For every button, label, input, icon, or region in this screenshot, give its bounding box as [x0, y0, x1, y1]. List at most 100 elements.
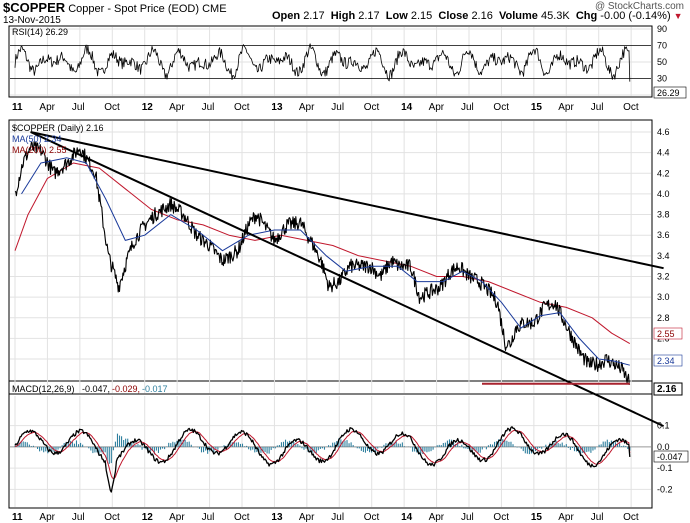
price-x-tick-label: Apr	[299, 102, 315, 113]
price-y-tick-label: 4.6	[657, 127, 670, 137]
ohlc-summary: Open 2.17 High 2.17 Low 2.15 Close 2.16 …	[272, 10, 683, 22]
macd-x-tick-label: Jul	[591, 512, 604, 523]
ma200-last-tag	[653, 327, 683, 340]
trendline-2	[30, 131, 665, 428]
price-y-tick-label: 3.0	[657, 292, 670, 302]
price-x-tick-label: Apr	[39, 102, 55, 113]
price-x-tick-label: Apr	[429, 102, 445, 113]
open-label: Open	[272, 10, 301, 22]
rsi-y-tick-label: 90	[657, 24, 667, 34]
macd-x-tick-label: 12	[142, 512, 154, 523]
rsi-last-tag	[653, 86, 687, 99]
volume-value: 45.3K	[540, 10, 570, 22]
ma50-line	[21, 157, 630, 366]
price-y-tick-label: 3.8	[657, 210, 670, 220]
price-y-tick-label: 3.2	[657, 271, 670, 281]
macd-x-tick-label: 13	[271, 512, 283, 523]
rsi-y-tick-label: 30	[657, 74, 667, 84]
rsi-legend: RSI(14) 26.29	[12, 27, 68, 37]
ma50-last-tag	[653, 354, 683, 367]
price-x-tick-label: Oct	[623, 102, 639, 113]
macd-x-tick-label: 14	[401, 512, 413, 523]
macd-x-tick-label: Oct	[493, 512, 509, 523]
price-x-tick-label: 15	[531, 102, 543, 113]
rsi-y-tick-label: 50	[657, 57, 667, 67]
price-y-tick-label: 4.2	[657, 168, 670, 178]
macd-x-tick-label: Jul	[461, 512, 474, 523]
macd-x-tick-label: Oct	[623, 512, 639, 523]
macd-x-tick-label: Apr	[299, 512, 315, 523]
price-y-tick-label: 4.0	[657, 189, 670, 199]
price-legend: $COPPER (Daily) 2.16	[12, 123, 104, 133]
macd-last-value: -0.047	[657, 452, 683, 462]
volume-label: Volume	[498, 10, 538, 22]
price-x-tick-label: Oct	[493, 102, 509, 113]
macd-y-tick-label: -0.2	[657, 484, 673, 494]
price-line	[14, 141, 631, 385]
watermark: @ StockCharts.com	[594, 1, 684, 12]
price-x-tick-label: Jul	[591, 102, 604, 113]
trendline-1	[30, 131, 664, 270]
price-x-tick-label: Oct	[104, 102, 120, 113]
macd-line	[14, 426, 631, 493]
macd-x-tick-label: Oct	[234, 512, 250, 523]
change-label: Chg	[575, 10, 598, 22]
macd-x-tick-label: Apr	[39, 512, 55, 523]
price-x-tick-label: Apr	[558, 102, 574, 113]
symbol: $COPPER	[3, 0, 66, 15]
macd-x-tick-label: 11	[12, 512, 23, 523]
rsi-y-tick-label: 70	[657, 41, 667, 51]
high-value: 2.17	[358, 10, 380, 22]
header-title: $COPPER Copper - Spot Price (EOD) CME	[3, 0, 227, 15]
rsi-last-value: 26.29	[657, 88, 680, 98]
macd-y-tick-label: 0.0	[657, 442, 670, 452]
close-label: Close	[438, 10, 469, 22]
macd-x-tick-label: Oct	[364, 512, 380, 523]
ma200-line	[14, 162, 631, 345]
price-x-tick-label: Apr	[169, 102, 185, 113]
rsi-line	[14, 43, 631, 82]
macd-x-tick-label: Apr	[429, 512, 445, 523]
macd-x-tick-label: 15	[531, 512, 543, 523]
macd-signal-line	[14, 429, 631, 479]
price-y-tick-label: 3.6	[657, 230, 670, 240]
price-x-tick-label: 11	[12, 102, 23, 113]
price-x-tick-label: Oct	[364, 102, 380, 113]
ma50-legend: MA(50) 2.34	[12, 134, 62, 144]
price-x-tick-label: 13	[271, 102, 283, 113]
price-x-tick-label: Jul	[202, 102, 215, 113]
exchange: CME	[202, 3, 227, 15]
macd-y-tick-label: -0.1	[657, 463, 673, 473]
macd-x-tick-label: Oct	[104, 512, 120, 523]
macd-x-tick-label: Apr	[558, 512, 574, 523]
open-value: 2.17	[303, 10, 325, 22]
header-date: 13-Nov-2015	[3, 15, 61, 26]
price-y-tick-label: 4.4	[657, 148, 670, 158]
instrument-name: Copper - Spot Price (EOD)	[68, 3, 200, 15]
macd-y-tick-label: 0.1	[657, 421, 670, 431]
close-value: 2.16	[471, 10, 493, 22]
price-x-tick-label: Jul	[72, 102, 85, 113]
price-x-tick-label: Oct	[234, 102, 250, 113]
macd-last-tag	[653, 450, 689, 463]
macd-legend-name: MACD(12,26,9)	[12, 384, 75, 394]
price-last-value: 2.16	[657, 384, 677, 395]
high-label: High	[330, 10, 356, 22]
ma50-last-value: 2.34	[657, 356, 675, 366]
macd-legend-signal: -0.029,	[112, 384, 140, 394]
macd-x-tick-label: Apr	[169, 512, 185, 523]
price-y-tick-label: 3.4	[657, 251, 670, 261]
ma200-legend: MA(200) 2.55	[12, 145, 67, 155]
ma200-last-value: 2.55	[657, 329, 675, 339]
low-value: 2.15	[410, 10, 433, 22]
change-down-icon: ▼	[673, 11, 683, 21]
macd-x-tick-label: Jul	[331, 512, 344, 523]
price-x-tick-label: Jul	[331, 102, 344, 113]
price-x-tick-label: 12	[142, 102, 154, 113]
macd-legend-value: -0.047,	[82, 384, 110, 394]
price-last-tag	[653, 382, 683, 396]
price-panel	[8, 119, 653, 395]
macd-panel	[8, 380, 653, 509]
price-x-tick-label: Jul	[461, 102, 474, 113]
